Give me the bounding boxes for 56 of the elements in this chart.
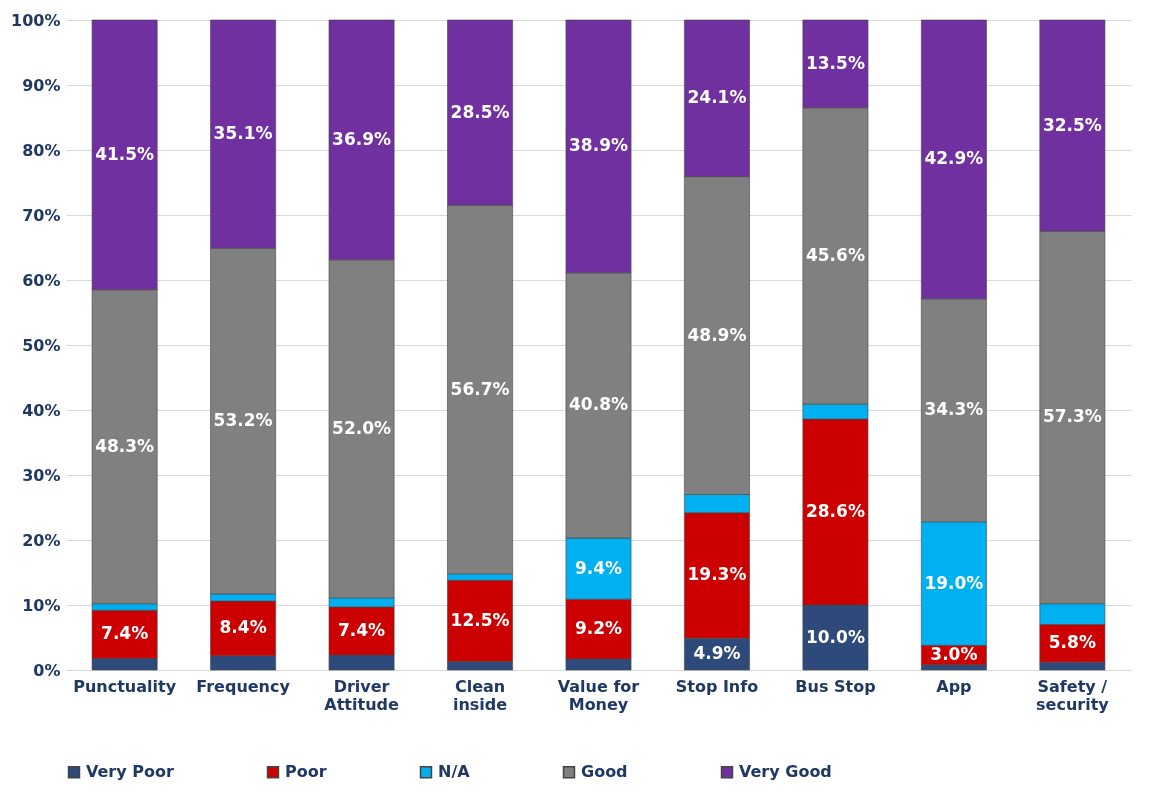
data-label: 19.3% [687, 564, 747, 585]
y-tick-label: 20% [22, 530, 61, 550]
x-tick-label: Punctuality [73, 676, 177, 696]
data-label: 40.8% [569, 394, 628, 415]
data-label: 52.0% [332, 417, 392, 438]
y-tick-label: 10% [22, 595, 61, 615]
data-label: 3.0% [930, 644, 978, 665]
data-label: 10.0% [805, 626, 865, 647]
data-label: 32.5% [1042, 114, 1102, 135]
data-label: 4.9% [693, 643, 741, 664]
data-label: 28.5% [450, 101, 510, 122]
data-label: 35.1% [213, 123, 273, 144]
x-tick-label: Value for Money [557, 676, 640, 714]
data-label: 42.9% [924, 148, 984, 169]
data-label: 13.5% [805, 52, 865, 73]
data-label: 56.7% [450, 378, 510, 399]
x-tick-label: Stop Info [675, 676, 759, 696]
y-tick-label: 60% [22, 270, 61, 290]
legend-label: Very Good [739, 762, 832, 782]
data-label: 9.2% [574, 618, 623, 639]
y-tick-label: 90% [22, 75, 61, 95]
data-label: 12.5% [450, 609, 510, 630]
legend-label: Good [581, 762, 628, 782]
y-tick-label: 40% [22, 400, 61, 420]
data-label: 41.5% [95, 143, 155, 164]
data-label: 36.9% [332, 128, 392, 149]
data-label: 5.8% [1048, 632, 1096, 653]
y-tick-label: 30% [22, 465, 61, 485]
x-tick-label: Driver Attitude [324, 676, 399, 714]
data-label: 28.6% [805, 501, 865, 522]
y-tick-label: 0% [33, 660, 61, 680]
legend-label: Very Poor [86, 762, 174, 782]
data-label: 8.4% [219, 617, 267, 638]
data-label: 53.2% [213, 410, 273, 431]
data-label: 38.9% [569, 135, 628, 156]
legend-label: Poor [285, 762, 327, 782]
data-label: 7.4% [337, 620, 386, 640]
data-label: 24.1% [687, 87, 747, 108]
x-tick-label: Clean inside [452, 676, 508, 714]
x-tick-label: Bus Stop [795, 676, 876, 696]
x-tick-label: Safety / security [1036, 676, 1110, 714]
data-label: 19.0% [924, 572, 984, 593]
y-tick-label: 80% [22, 140, 61, 160]
x-tick-label: Frequency [196, 676, 291, 696]
y-tick-label: 100% [11, 10, 61, 30]
data-label: 48.3% [95, 435, 155, 456]
legend-label: N/A [438, 762, 471, 782]
data-label: 34.3% [924, 399, 984, 420]
data-label: 9.4% [574, 557, 623, 578]
y-tick-label: 70% [22, 205, 61, 225]
y-tick-label: 50% [22, 335, 61, 355]
data-label: 57.3% [1042, 406, 1102, 427]
x-tick-label: App [936, 676, 972, 696]
data-label: 48.9% [687, 324, 747, 345]
data-label: 7.4% [101, 623, 149, 644]
data-label: 45.6% [805, 244, 865, 265]
